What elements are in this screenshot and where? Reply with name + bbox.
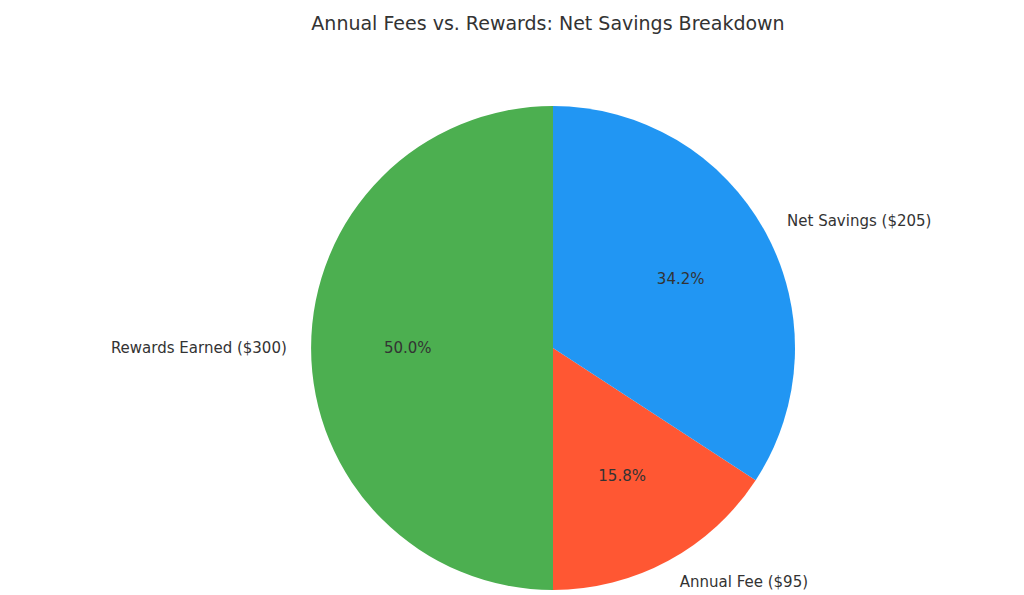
svg-text:34.2%: 34.2% <box>657 270 705 288</box>
svg-text:Net Savings ($205): Net Savings ($205) <box>787 212 931 230</box>
svg-text:Rewards Earned ($300): Rewards Earned ($300) <box>111 339 287 357</box>
svg-text:Annual Fee ($95): Annual Fee ($95) <box>680 573 808 591</box>
svg-text:15.8%: 15.8% <box>598 467 646 485</box>
svg-text:50.0%: 50.0% <box>384 339 432 357</box>
html-text:Annual Fees vs. Rewards: Net S: Annual Fees vs. Rewards: Net Savings Bre… <box>311 12 785 34</box>
